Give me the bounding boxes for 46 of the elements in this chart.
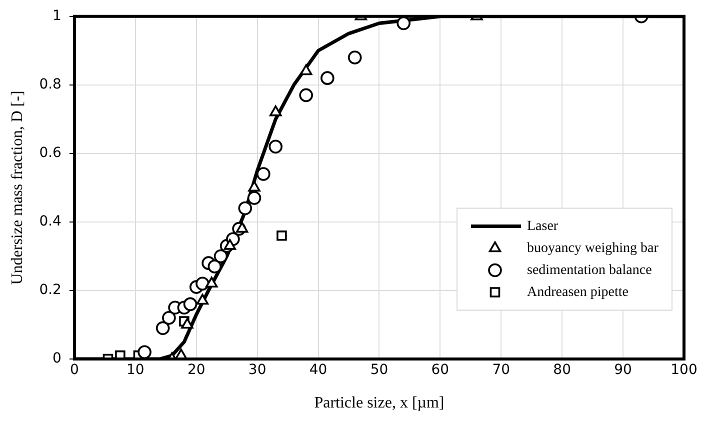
- point: [300, 64, 312, 76]
- x-tick-label: 0: [70, 362, 79, 378]
- point: [206, 276, 218, 288]
- point: [348, 50, 362, 64]
- legend-label: Laser: [527, 218, 558, 234]
- point: [162, 310, 176, 325]
- point: [247, 191, 262, 205]
- point: [183, 297, 198, 312]
- legend-label: Andreasen pipette: [527, 284, 628, 300]
- y-tick-label: 0.6: [39, 145, 62, 162]
- point: [248, 180, 260, 192]
- point: [156, 321, 170, 336]
- point: [268, 140, 283, 154]
- legend-label: buoyancy weighing bar: [527, 240, 659, 256]
- point: [238, 201, 252, 216]
- point: [196, 294, 209, 305]
- point: [396, 16, 411, 30]
- x-tick-label: 50: [370, 362, 388, 378]
- y-tick-label: 1: [52, 8, 62, 24]
- x-tick-label: 30: [248, 362, 266, 378]
- point: [276, 230, 287, 241]
- x-tick-label: 80: [553, 362, 572, 378]
- point: [208, 260, 222, 274]
- x-tick-label: 90: [614, 362, 632, 378]
- point: [320, 71, 334, 85]
- y-tick-label: 0.4: [39, 214, 62, 230]
- point: [224, 239, 236, 250]
- y-tick-label: 0.8: [39, 76, 62, 93]
- point: [299, 88, 313, 102]
- y-tick-label: 0.2: [39, 282, 62, 298]
- x-axis-title: Particle size, x [µm]: [314, 394, 444, 412]
- x-tick-label: 60: [431, 362, 450, 378]
- point: [236, 222, 248, 233]
- y-tick-label: 0: [52, 350, 62, 367]
- x-tick-label: 10: [126, 362, 144, 378]
- legend-label: sedimentation balance: [527, 262, 652, 278]
- x-tick-label: 40: [309, 362, 328, 378]
- point: [181, 318, 194, 329]
- x-tick-label: 20: [187, 362, 206, 378]
- point: [138, 345, 152, 359]
- x-tick-label: 100: [670, 362, 698, 378]
- point: [270, 105, 282, 116]
- point: [196, 276, 210, 291]
- point: [256, 167, 270, 181]
- y-axis-title: Undersize mass fraction, D [-]: [8, 90, 26, 285]
- x-tick-label: 70: [492, 362, 510, 378]
